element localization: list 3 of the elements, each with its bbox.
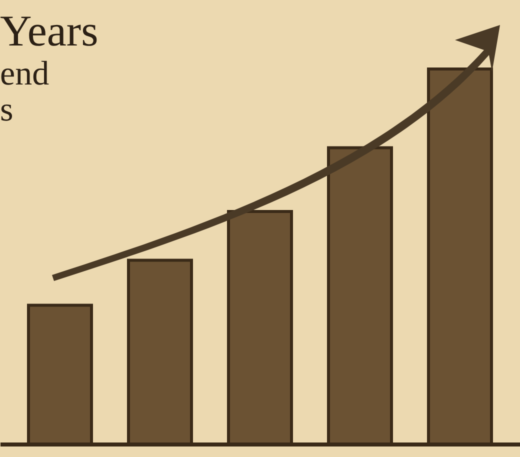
chart-title: Years	[0, 6, 98, 56]
annotation: s	[0, 92, 14, 128]
annotation: end	[0, 56, 50, 92]
